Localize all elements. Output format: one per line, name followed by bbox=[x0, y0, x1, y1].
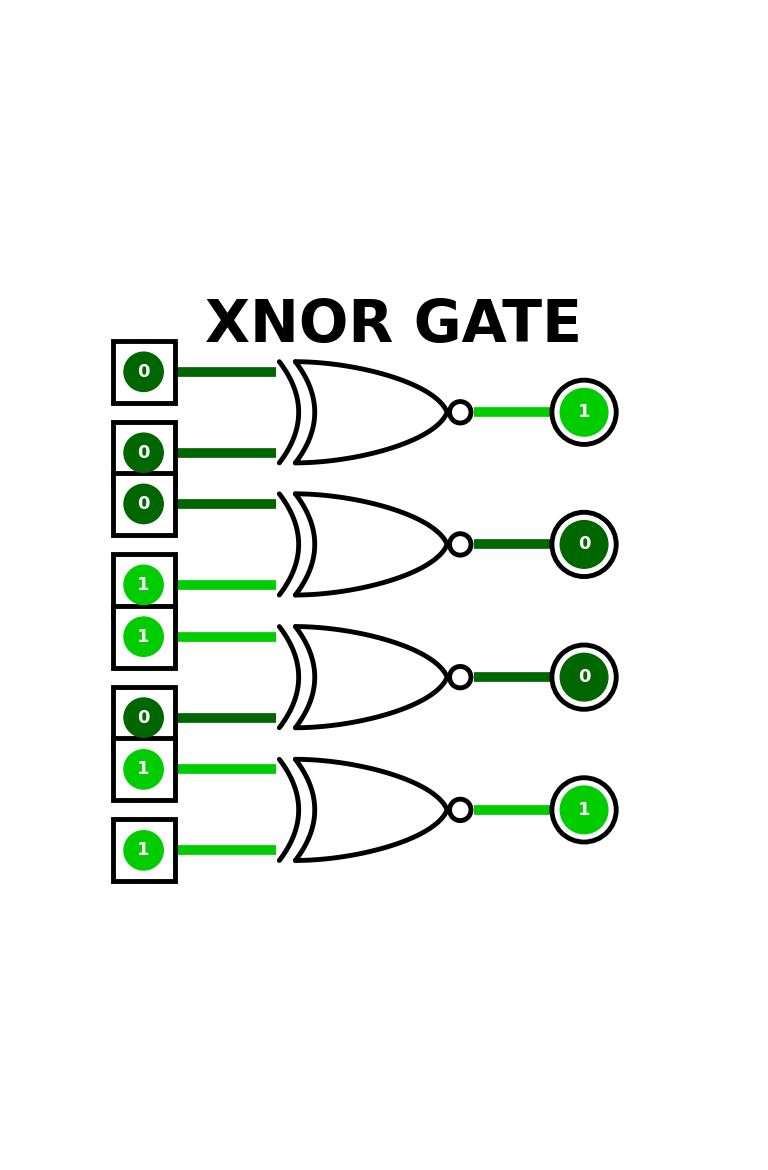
Circle shape bbox=[561, 653, 608, 701]
Circle shape bbox=[124, 484, 164, 524]
Circle shape bbox=[124, 352, 164, 392]
Bar bbox=[113, 819, 174, 881]
Circle shape bbox=[124, 831, 164, 870]
Bar bbox=[113, 473, 174, 535]
Circle shape bbox=[552, 645, 616, 709]
Text: 0: 0 bbox=[137, 363, 150, 380]
Text: 1: 1 bbox=[137, 841, 150, 859]
Circle shape bbox=[124, 698, 164, 737]
Text: 1: 1 bbox=[137, 627, 150, 646]
Text: 1: 1 bbox=[578, 801, 591, 819]
Circle shape bbox=[124, 565, 164, 605]
Bar bbox=[113, 687, 174, 749]
Text: 1: 1 bbox=[137, 576, 150, 594]
Circle shape bbox=[552, 380, 616, 445]
Text: 0: 0 bbox=[578, 536, 591, 553]
Circle shape bbox=[449, 401, 471, 424]
Bar bbox=[113, 553, 174, 615]
Circle shape bbox=[124, 617, 164, 656]
Circle shape bbox=[449, 799, 471, 820]
Circle shape bbox=[124, 750, 164, 789]
Circle shape bbox=[124, 433, 164, 473]
Text: XNOR GATE: XNOR GATE bbox=[205, 297, 582, 355]
Text: 0: 0 bbox=[578, 668, 591, 686]
Circle shape bbox=[561, 521, 608, 569]
Text: 0: 0 bbox=[137, 495, 150, 512]
Circle shape bbox=[449, 534, 471, 555]
Circle shape bbox=[561, 388, 608, 436]
Bar bbox=[113, 606, 174, 668]
Bar bbox=[113, 340, 174, 402]
Bar bbox=[113, 738, 174, 800]
Bar bbox=[113, 422, 174, 483]
Text: 1: 1 bbox=[578, 404, 591, 421]
Circle shape bbox=[561, 786, 608, 834]
Text: 0: 0 bbox=[137, 443, 150, 462]
Text: 0: 0 bbox=[137, 709, 150, 727]
Text: 1: 1 bbox=[137, 760, 150, 778]
Circle shape bbox=[449, 667, 471, 688]
Circle shape bbox=[552, 778, 616, 842]
Circle shape bbox=[552, 512, 616, 577]
